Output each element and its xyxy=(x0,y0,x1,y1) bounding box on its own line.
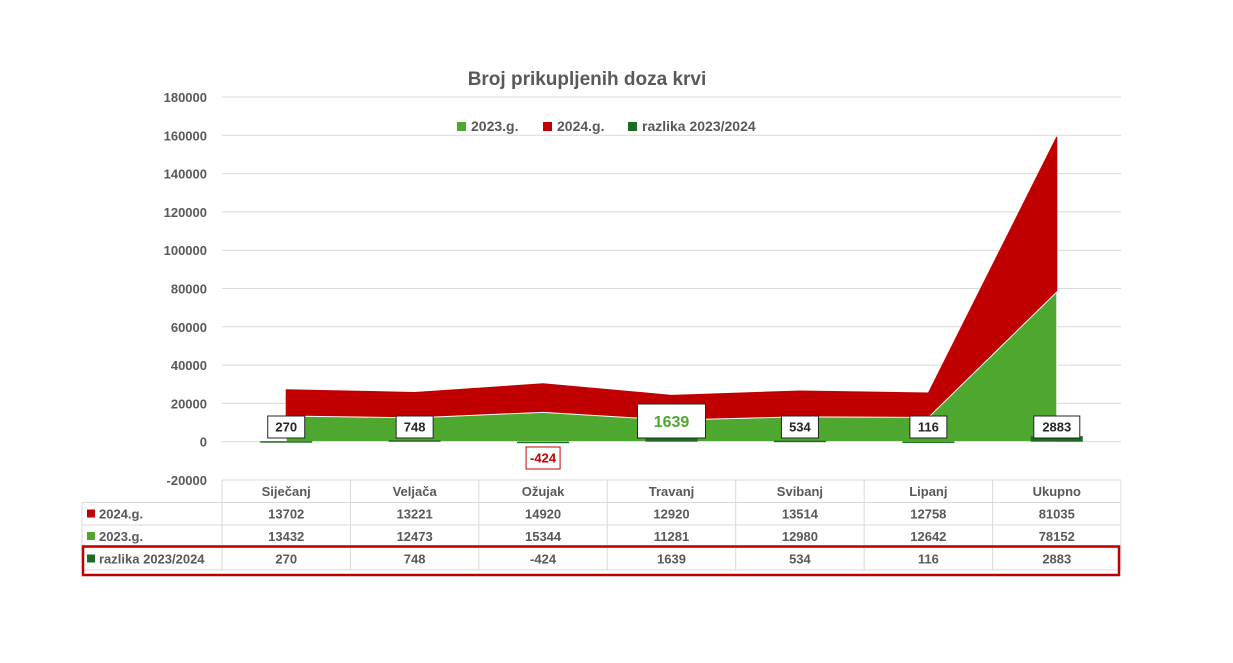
table-cell: 12920 xyxy=(653,507,689,522)
table-row-swatch xyxy=(87,509,95,518)
series-2023-area xyxy=(285,290,1058,443)
data-label-box xyxy=(395,415,434,439)
table-header-cell: Ožujak xyxy=(522,484,565,499)
data-label: 748 xyxy=(404,420,426,435)
data-label-box xyxy=(525,446,561,470)
difference-bar xyxy=(645,438,698,442)
table-cell: 270 xyxy=(275,552,297,567)
data-label: 2883 xyxy=(1042,420,1071,435)
y-tick-label: -20000 xyxy=(167,473,207,488)
difference-bar xyxy=(902,441,955,443)
y-tick-label: 140000 xyxy=(164,167,207,182)
table-cell: 12758 xyxy=(910,507,946,522)
table-row-label: 2023.g. xyxy=(99,529,143,544)
data-table: Siječanj Veljača Ožujak Travanj Svibanj Lipan… xyxy=(81,479,1122,577)
table-cell: 81035 xyxy=(1039,507,1075,522)
table-cell: 13702 xyxy=(268,507,304,522)
table-cell: 116 xyxy=(918,552,939,567)
y-tick-label: 60000 xyxy=(171,320,207,335)
legend-label: 2023.g. xyxy=(471,118,518,134)
table-cell: 13432 xyxy=(268,529,304,544)
table-cell: 748 xyxy=(404,552,426,567)
table-cell: 534 xyxy=(789,552,811,567)
table-header-cell: Veljača xyxy=(393,484,438,499)
table-header-cell: Siječanj xyxy=(262,484,311,499)
data-label-box xyxy=(1033,415,1081,439)
table-cell: 15344 xyxy=(525,529,562,544)
data-label-box xyxy=(909,415,948,439)
legend-swatch xyxy=(457,122,466,131)
table-cell: 12642 xyxy=(910,529,946,544)
data-label: 534 xyxy=(789,420,811,435)
y-tick-label: 80000 xyxy=(171,282,207,297)
difference-bar xyxy=(773,440,826,443)
data-label-box xyxy=(780,415,819,439)
table-header-cell: Lipanj xyxy=(909,484,947,499)
table-cell: 12980 xyxy=(782,529,818,544)
legend-label: razlika 2023/2024 xyxy=(642,118,756,134)
data-label-box xyxy=(267,415,306,439)
table-header-cell: Travanj xyxy=(649,484,695,499)
table-header-cell: Ukupno xyxy=(1033,484,1081,499)
difference-bar xyxy=(517,441,570,444)
table-header-cell: Svibanj xyxy=(777,484,823,499)
data-label: 270 xyxy=(275,420,297,435)
table-cell: 11281 xyxy=(654,529,689,544)
data-label-box xyxy=(637,403,706,439)
y-tick-label: 100000 xyxy=(164,243,207,258)
legend-label: 2024.g. xyxy=(557,118,604,134)
y-tick-label: 180000 xyxy=(164,90,207,105)
data-labels: 270 748 -424 1639 534 116 2883 xyxy=(267,403,1081,470)
difference-bar xyxy=(388,440,441,442)
difference-bar xyxy=(1030,436,1083,442)
table-cell: 14920 xyxy=(525,507,561,522)
data-label: -424 xyxy=(530,451,557,466)
legend-swatch xyxy=(543,122,552,131)
difference-bar xyxy=(260,441,313,443)
legend: 2023.g. 2024.g. razlika 2023/2024 xyxy=(457,118,756,134)
table-row-swatch xyxy=(87,554,95,563)
y-axis: 180000 160000 140000 120000 100000 80000 60000… xyxy=(164,90,207,488)
table-cell: 1639 xyxy=(657,552,686,567)
table-cell: 78152 xyxy=(1039,529,1075,544)
table-row-label: 2024.g. xyxy=(99,507,143,522)
y-tick-label: 40000 xyxy=(171,358,207,373)
difference-bars xyxy=(260,436,1083,444)
table-cell: 13514 xyxy=(782,507,819,522)
table-cell: 13221 xyxy=(397,507,433,522)
chart-title: Broj prikupljenih doza krvi xyxy=(468,69,707,90)
y-tick-label: 20000 xyxy=(171,396,207,411)
table-row-swatch xyxy=(87,532,95,540)
table-cell: -424 xyxy=(530,552,557,567)
data-label: 116 xyxy=(918,420,939,435)
table-cell: 2883 xyxy=(1042,552,1071,567)
y-tick-label: 0 xyxy=(200,435,207,450)
y-tick-label: 160000 xyxy=(164,128,207,143)
legend-swatch xyxy=(628,122,637,131)
plot-area xyxy=(285,136,1058,443)
series-2024-area xyxy=(285,136,1058,421)
table-cell: 12473 xyxy=(397,529,433,544)
y-tick-label: 120000 xyxy=(164,205,207,220)
data-label: 1639 xyxy=(654,414,690,431)
table-row-label: razlika 2023/2024 xyxy=(99,552,205,567)
highlight-box xyxy=(81,545,1121,577)
